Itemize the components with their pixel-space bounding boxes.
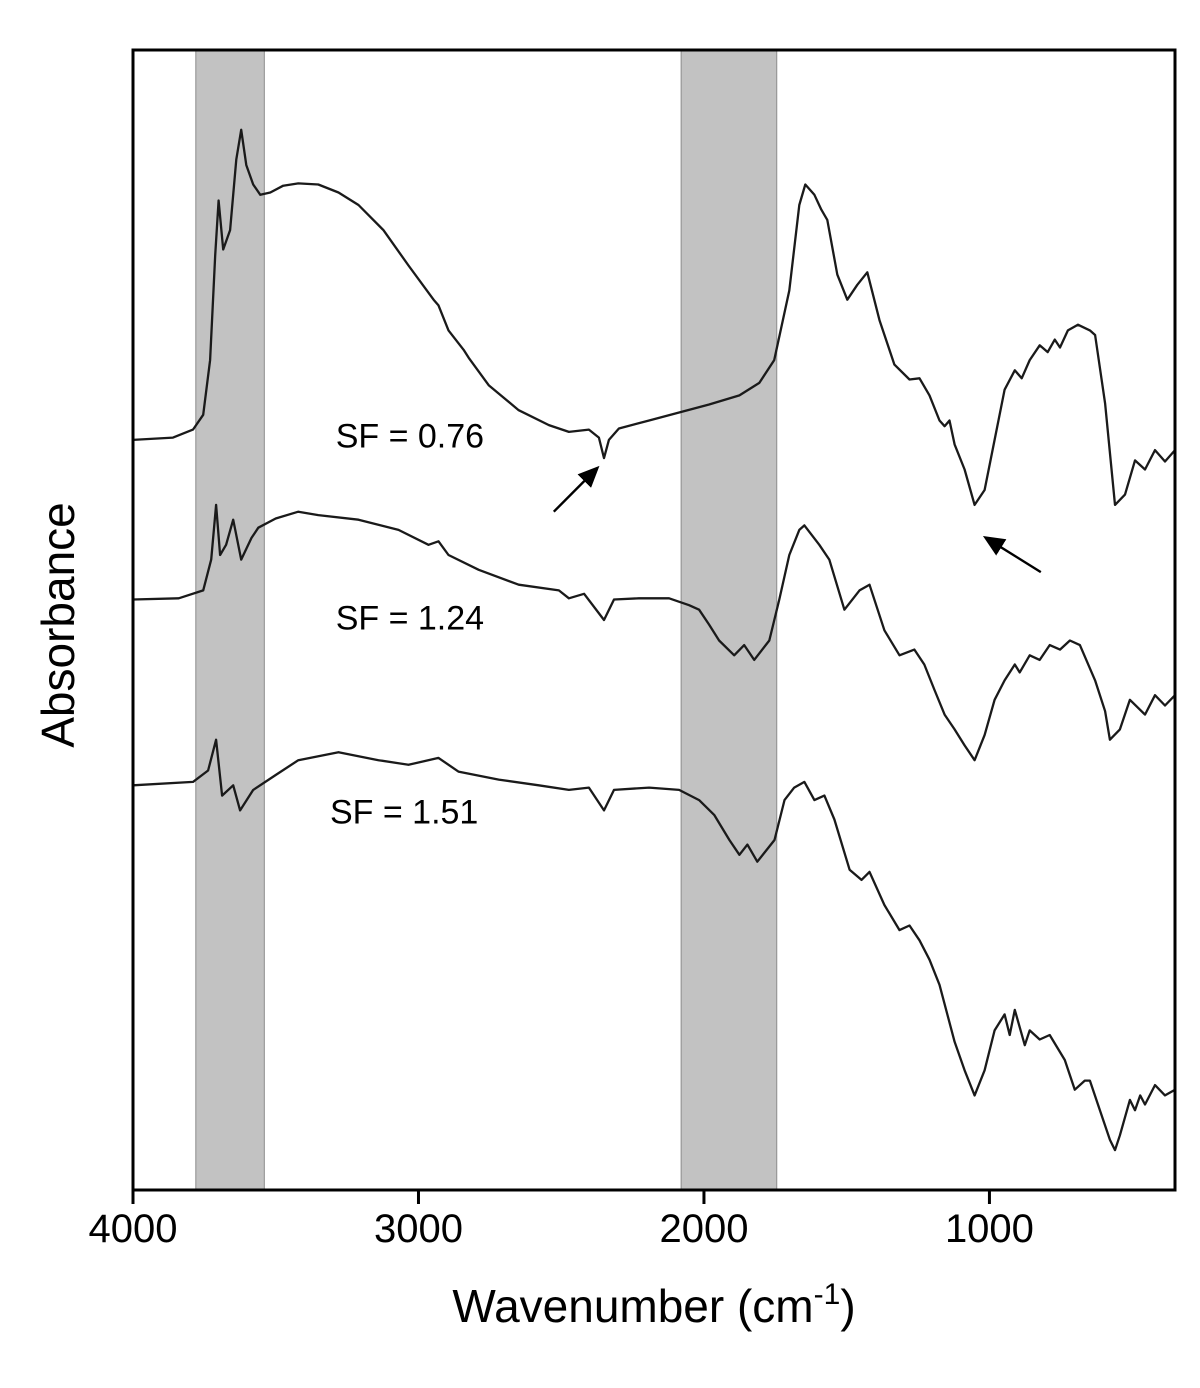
x-tick-label: 1000 bbox=[945, 1207, 1034, 1251]
plot-border bbox=[131, 48, 1177, 1192]
shaded-band bbox=[680, 49, 778, 1191]
series-label: SF = 1.24 bbox=[336, 600, 484, 638]
x-axis-label: Wavenumber (cm-1) bbox=[133, 1278, 1175, 1333]
shaded-band-group bbox=[195, 49, 778, 1191]
x-axis-label-text: Wavenumber (cm bbox=[452, 1280, 814, 1332]
annotation-arrow bbox=[982, 536, 1042, 574]
x-tick-label: 2000 bbox=[659, 1207, 748, 1251]
x-axis-label-suffix: ) bbox=[840, 1280, 856, 1332]
spectrum-line-1.51 bbox=[131, 738, 1177, 1152]
x-axis-label-superscript: -1 bbox=[813, 1278, 841, 1311]
spectrum-line-0.76 bbox=[131, 128, 1177, 507]
x-tick-label: 4000 bbox=[89, 1207, 178, 1251]
annotation-group: SF = 0.76 SF = 1.24 SF = 1.51 bbox=[330, 417, 1042, 832]
series-label: SF = 1.51 bbox=[330, 794, 478, 832]
axes-group: 4000 3000 2000 1000 bbox=[89, 48, 1177, 1251]
annotation-arrow bbox=[552, 465, 600, 513]
shaded-band bbox=[195, 49, 265, 1191]
series-label: SF = 0.76 bbox=[336, 417, 484, 455]
y-axis-label: Absorbance bbox=[32, 502, 84, 748]
x-tick-label: 3000 bbox=[374, 1207, 463, 1251]
spectrum-line-1.24 bbox=[131, 503, 1177, 762]
spectrum-curve-group bbox=[131, 128, 1177, 1152]
